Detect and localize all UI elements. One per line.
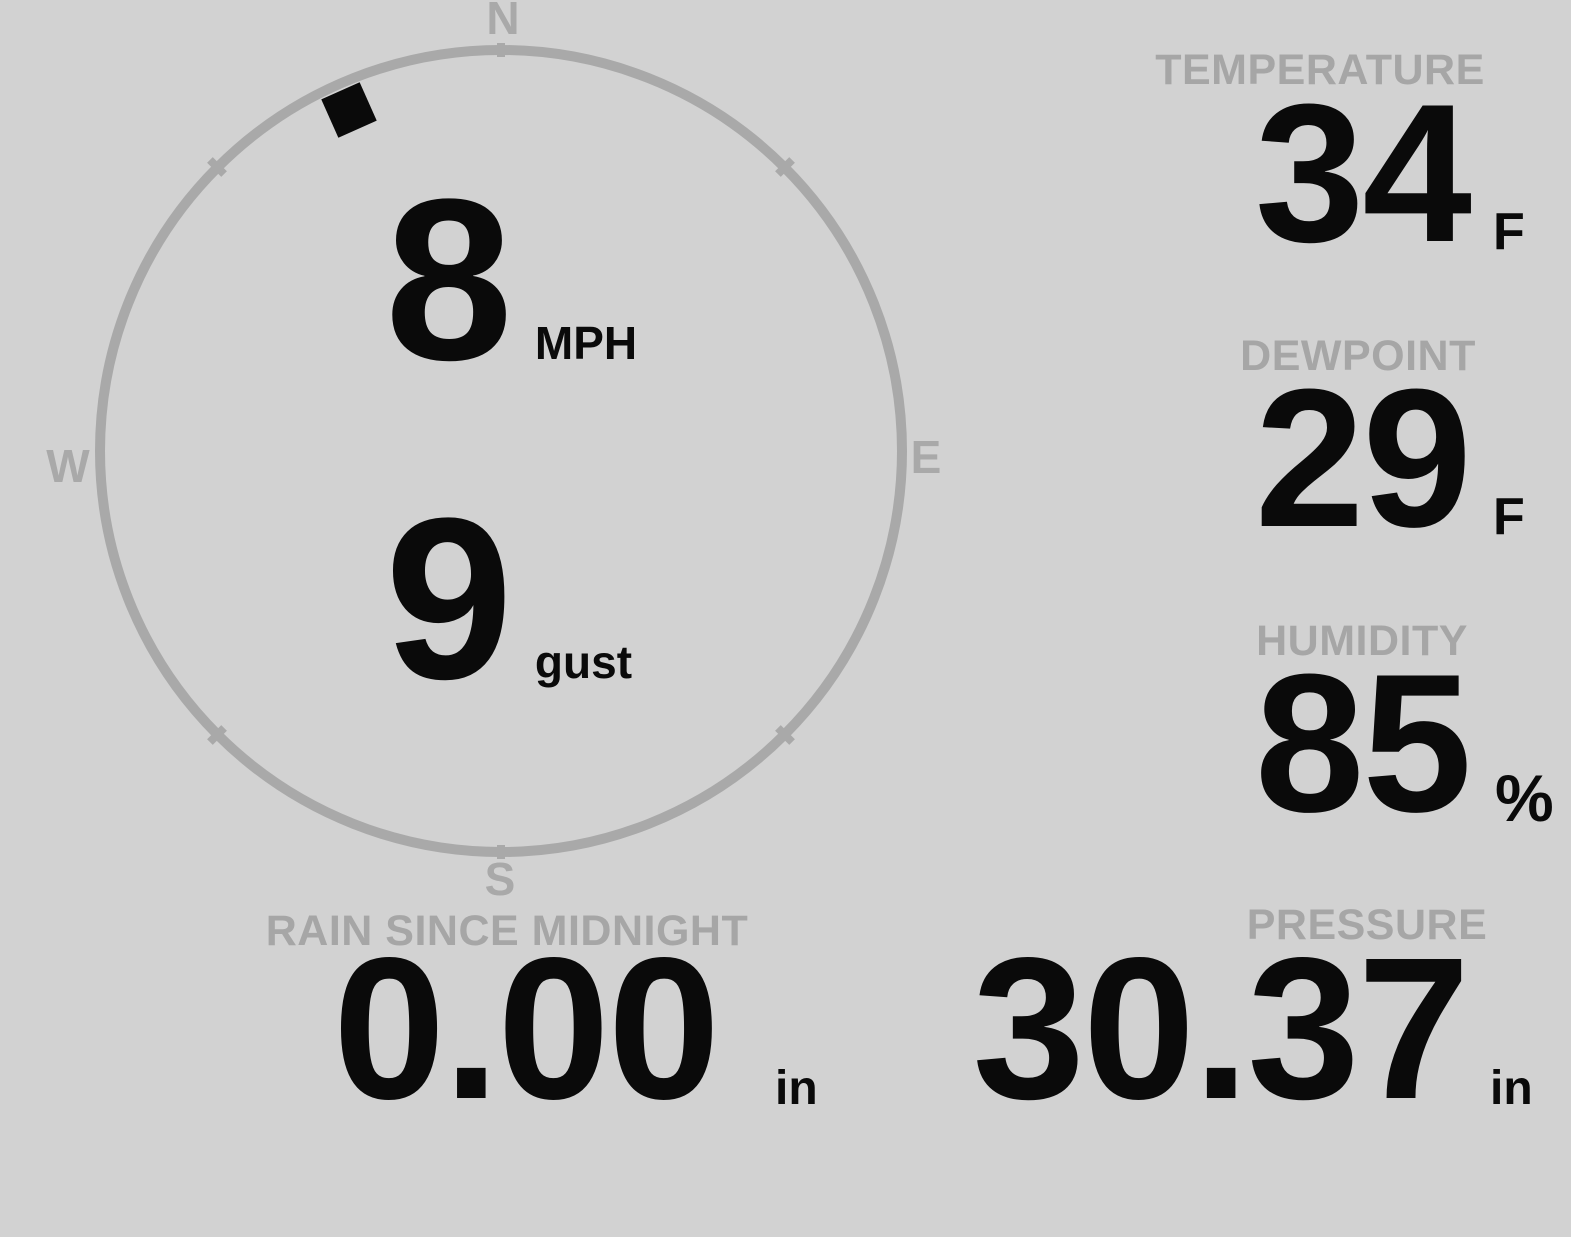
wind-speed: 8 MPH — [385, 165, 637, 395]
temperature-unit: F — [1493, 203, 1525, 261]
rain-label: RAIN SINCE MIDNIGHT — [265, 907, 749, 955]
pressure-unit: in — [1490, 1062, 1533, 1115]
wind-speed-value: 8 — [385, 151, 513, 408]
dewpoint-unit: F — [1493, 488, 1525, 546]
pressure-value: 30.37 — [972, 915, 1470, 1141]
wind-gust-value: 9 — [385, 470, 513, 727]
rain-value: 0.00 — [333, 915, 720, 1141]
humidity-unit: % — [1495, 761, 1554, 835]
humidity-label: HUMIDITY — [1256, 617, 1468, 665]
wind-speed-unit: MPH — [534, 317, 638, 369]
compass-label-east: E — [910, 431, 942, 483]
wind-gust: 9 gust — [385, 484, 632, 714]
pressure-label: PRESSURE — [1246, 901, 1488, 949]
compass-label-south: S — [484, 853, 516, 905]
temperature-label: TEMPERATURE — [1155, 46, 1485, 94]
dewpoint-value: 29 — [1254, 348, 1472, 568]
compass-label-west: W — [46, 440, 90, 492]
temperature-value: 34 — [1254, 63, 1472, 283]
humidity-value: 85 — [1254, 633, 1472, 853]
wind-gust-unit: gust — [534, 636, 633, 688]
dewpoint-label: DEWPOINT — [1240, 332, 1476, 380]
compass-label-north: N — [486, 0, 520, 44]
rain-unit: in — [775, 1062, 818, 1115]
dial-tick — [497, 43, 505, 57]
